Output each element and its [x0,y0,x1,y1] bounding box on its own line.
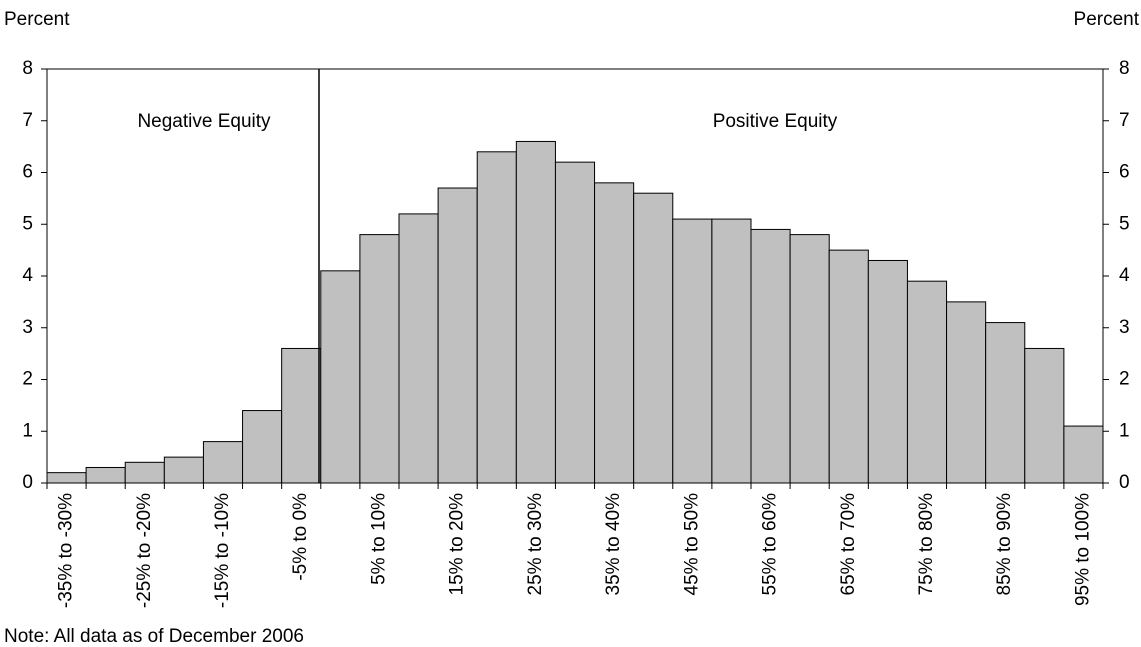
bar [906,280,948,484]
bar [476,151,517,484]
bar [1024,347,1065,484]
x-tick-label: 95% to 100% [1072,493,1093,606]
y-tick-label: 5 [22,213,33,234]
bar [46,472,87,484]
y2-tick-label: 2 [1119,369,1130,390]
bar [124,461,165,484]
bar [242,410,283,484]
bar [789,234,830,484]
bar [85,466,126,484]
y2-tick-label: 6 [1119,162,1130,183]
y-tick-label: 8 [22,58,33,79]
y2-tick-label: 8 [1119,58,1130,79]
x-tick-label: 65% to 70% [838,493,859,596]
bar [320,270,361,484]
bar [985,322,1026,484]
x-tick-label: -25% to -20% [134,493,155,608]
x-tick-label: 55% to 60% [760,493,781,596]
bar [163,456,204,484]
x-tick-label: 25% to 30% [525,493,546,596]
bar [867,259,908,484]
y-tick-label: 4 [22,265,33,286]
bar [398,213,439,484]
x-tick-label: 85% to 90% [994,493,1015,596]
y-tick-label: 0 [22,472,33,493]
bar [554,161,596,484]
y2-tick-label: 7 [1119,110,1130,131]
y-tick-label: 2 [22,369,33,390]
bar [1063,425,1104,484]
x-tick-label: -15% to -10% [212,493,233,608]
y-axis-label-right: Percent [1074,9,1140,30]
bar [672,218,713,484]
bar [828,249,869,484]
y2-tick-label: 1 [1119,420,1130,441]
y2-tick-label: 3 [1119,317,1130,338]
bar [437,187,478,484]
bar [202,441,244,484]
y-tick-label: 7 [22,110,33,131]
bar [594,182,635,484]
y2-tick-label: 5 [1119,213,1130,234]
y-tick-label: 6 [22,162,33,183]
bar [633,192,674,484]
y2-tick-label: 4 [1119,265,1130,286]
note: Note: All data as of December 2006 [4,626,304,647]
y-tick-label: 1 [22,420,33,441]
x-tick-label: 45% to 50% [681,493,702,596]
y2-tick-label: 0 [1119,472,1130,493]
bar [359,234,400,484]
annotation: Negative Equity [137,111,271,132]
x-tick-label: 15% to 20% [447,493,468,596]
bar [750,228,791,484]
annotation: Positive Equity [713,111,838,132]
y-tick-label: 3 [22,317,33,338]
y-axis-label-left: Percent [4,9,70,30]
x-tick-label: 75% to 80% [916,493,937,596]
x-tick-label: -5% to 0% [290,493,311,581]
x-tick-label: 5% to 10% [368,493,389,585]
x-tick-label: -35% to -30% [56,493,77,608]
x-tick-label: 35% to 40% [603,493,624,596]
bar [946,301,987,484]
bar [281,347,322,484]
bar [515,140,556,484]
bar [711,218,752,484]
